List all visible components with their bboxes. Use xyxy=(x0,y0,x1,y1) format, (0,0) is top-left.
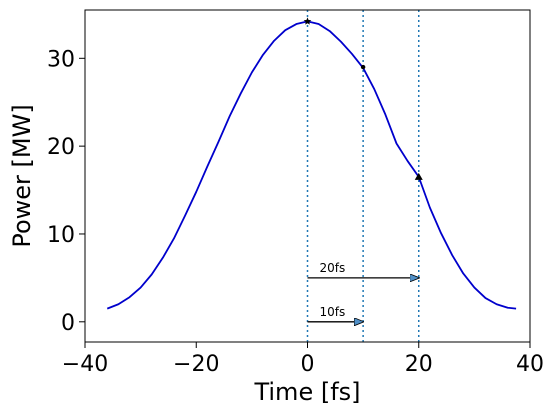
y-axis-label: Power [MW] xyxy=(8,104,36,247)
y-tick-label: 20 xyxy=(47,135,75,160)
y-tick-label: 10 xyxy=(47,223,75,248)
triangle-marker xyxy=(414,172,423,180)
dot-marker xyxy=(360,64,366,70)
duration-label: 20fs xyxy=(320,261,346,275)
x-tick-label: 40 xyxy=(516,352,544,377)
x-axis-label: Time [fs] xyxy=(253,378,360,406)
markers-group xyxy=(303,17,423,180)
x-tick-label: 20 xyxy=(405,352,433,377)
series-group xyxy=(106,20,517,310)
y-tick-label: 30 xyxy=(47,47,75,72)
y-axis-ticks: 0 10 20 30 xyxy=(47,47,85,336)
star-marker xyxy=(303,17,312,25)
x-tick-label: −20 xyxy=(173,352,219,377)
x-tick-label: −40 xyxy=(62,352,108,377)
duration-label: 10fs xyxy=(320,305,346,319)
x-axis-ticks: −40 −20 0 20 40 xyxy=(62,342,544,377)
annotations-group: 20fs 10fs xyxy=(307,261,419,322)
vertical-reference-lines xyxy=(306,10,420,342)
y-tick-label: 0 xyxy=(61,311,75,336)
x-tick-label: 0 xyxy=(301,352,315,377)
power-curve xyxy=(106,20,517,310)
